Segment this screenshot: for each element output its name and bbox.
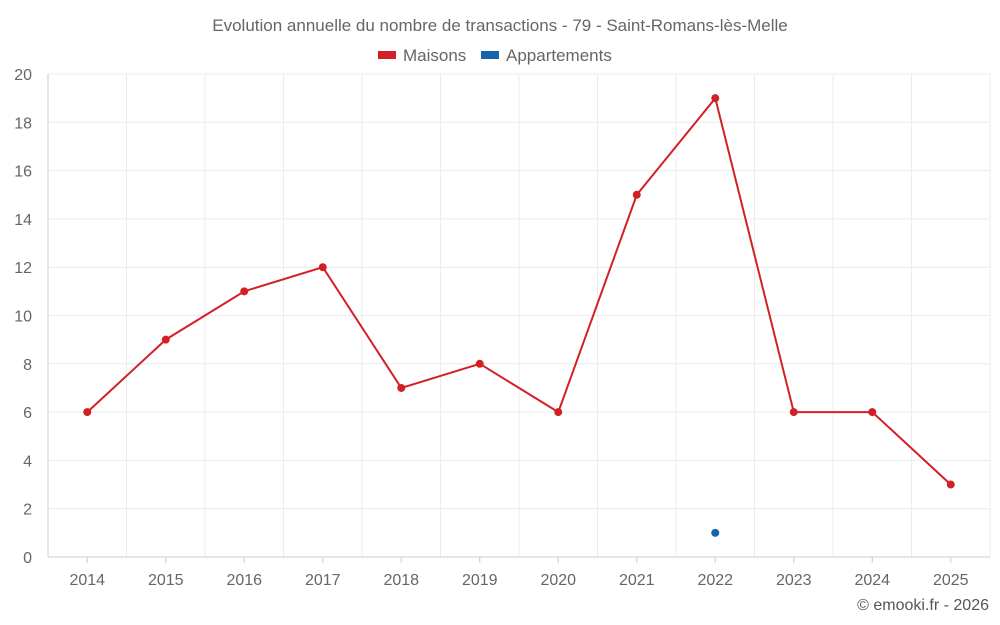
x-tick-label: 2022 <box>697 572 733 589</box>
legend-label-maisons: Maisons <box>403 46 466 65</box>
y-tick-label: 14 <box>14 212 32 229</box>
data-point-maisons-2022[interactable] <box>711 94 720 103</box>
legend-swatch-appartements <box>481 51 499 59</box>
x-tick-label: 2020 <box>540 572 576 589</box>
x-tick-label: 2025 <box>933 572 969 589</box>
data-point-maisons-2019[interactable] <box>475 359 484 368</box>
grid <box>47 73 991 557</box>
x-tick-label: 2017 <box>305 572 341 589</box>
x-tick-label: 2019 <box>462 572 498 589</box>
data-point-maisons-2014[interactable] <box>83 408 92 417</box>
x-tick-label: 2015 <box>148 572 184 589</box>
credit-text: © emooki.fr - 2026 <box>857 597 989 614</box>
x-tick-label: 2014 <box>69 572 105 589</box>
y-tick-label: 18 <box>14 115 32 132</box>
y-tick-label: 12 <box>14 260 32 277</box>
chart-title: Evolution annuelle du nombre de transact… <box>212 16 787 35</box>
x-tick-label: 2021 <box>619 572 655 589</box>
y-tick-label: 6 <box>23 405 32 422</box>
y-tick-label: 20 <box>14 67 32 84</box>
data-point-appartements-2022[interactable] <box>711 528 720 537</box>
legend-swatch-maisons <box>378 51 396 59</box>
data-point-maisons-2023[interactable] <box>789 408 798 417</box>
data-point-maisons-2018[interactable] <box>397 383 406 392</box>
y-tick-label: 2 <box>23 502 32 519</box>
y-tick-label: 4 <box>23 453 32 470</box>
series-line-maisons <box>86 96 952 486</box>
data-point-maisons-2016[interactable] <box>240 287 249 296</box>
series <box>83 94 955 537</box>
x-tick-label: 2023 <box>776 572 812 589</box>
y-tick-label: 0 <box>23 550 32 567</box>
legend-label-appartements: Appartements <box>506 46 612 65</box>
x-tick-label: 2024 <box>854 572 890 589</box>
y-tick-label: 8 <box>23 357 32 374</box>
axes: 0 2 4 6 8 10 12 14 16 18 20 2014 2015 2016 2017 2018 201… <box>14 67 990 589</box>
data-point-maisons-2020[interactable] <box>554 408 563 417</box>
y-tick-label: 16 <box>14 164 32 181</box>
legend: Maisons Appartements <box>378 46 612 65</box>
data-point-maisons-2024[interactable] <box>868 408 877 417</box>
y-tick-label: 10 <box>14 309 32 326</box>
data-point-maisons-2025[interactable] <box>946 480 955 489</box>
legend-item-maisons[interactable]: Maisons <box>378 46 466 65</box>
legend-item-appartements[interactable]: Appartements <box>481 46 612 65</box>
data-point-maisons-2015[interactable] <box>161 335 170 344</box>
data-point-maisons-2017[interactable] <box>318 263 327 272</box>
x-tick-label: 2016 <box>226 572 262 589</box>
data-point-maisons-2021[interactable] <box>632 190 641 199</box>
x-tick-label: 2018 <box>383 572 419 589</box>
